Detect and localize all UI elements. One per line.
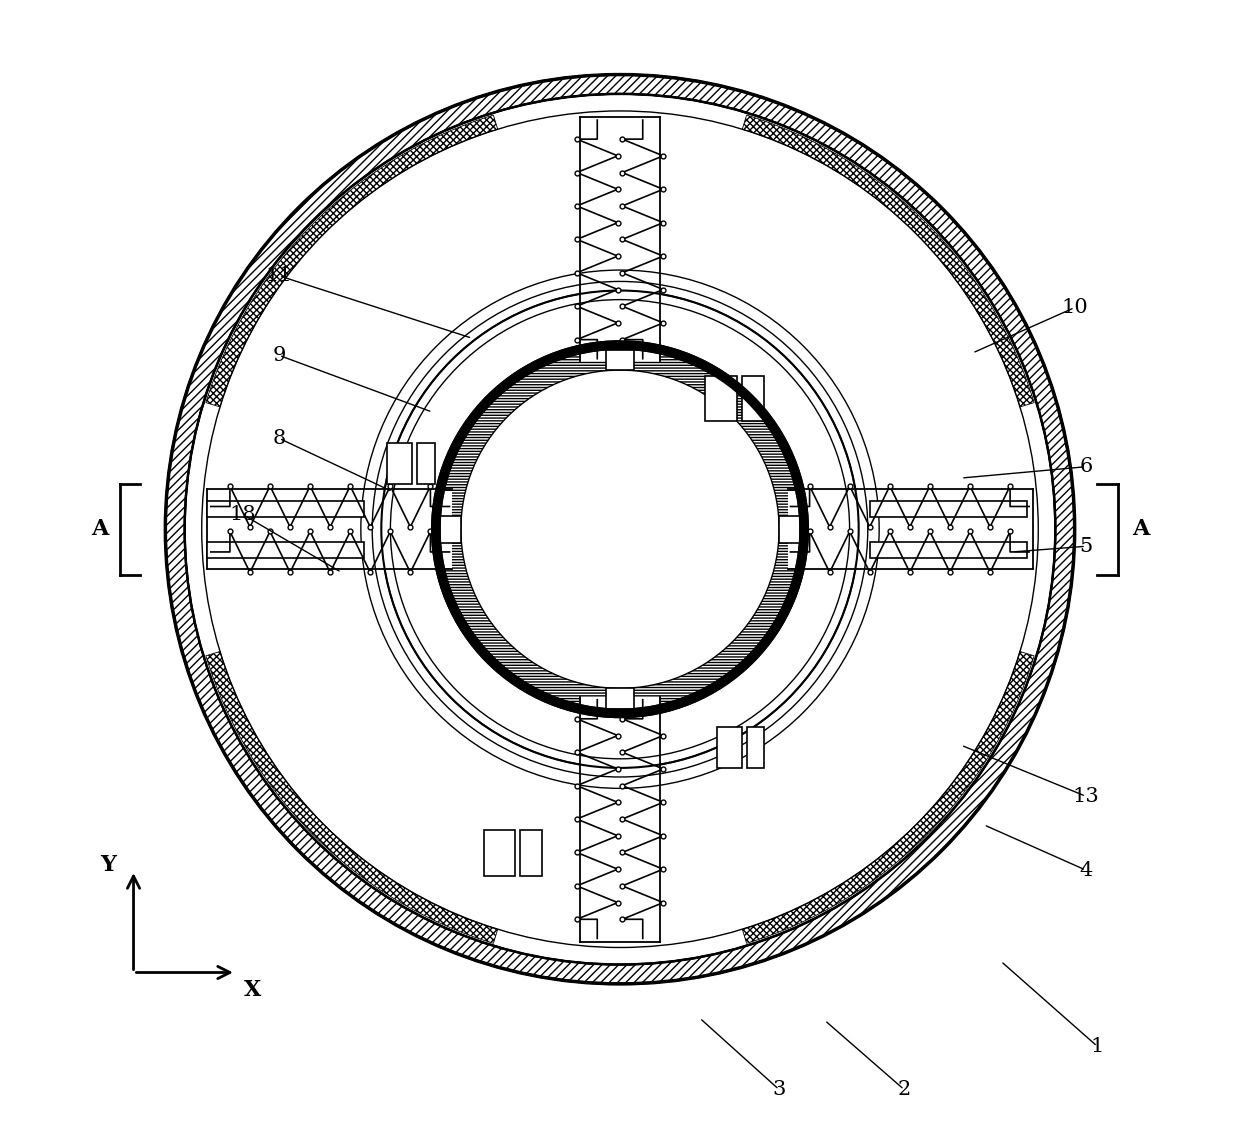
Bar: [706, 376, 737, 421]
Text: 10: 10: [1061, 298, 1087, 318]
Text: 6: 6: [1079, 457, 1092, 476]
Text: X: X: [244, 979, 262, 1000]
Bar: [606, 349, 634, 370]
Bar: [779, 516, 800, 543]
Text: A: A: [1132, 518, 1149, 541]
Bar: [742, 376, 764, 421]
Bar: [582, 698, 658, 942]
Bar: [520, 831, 542, 876]
Text: 18: 18: [229, 505, 255, 523]
Text: 4: 4: [1079, 860, 1092, 880]
Bar: [484, 831, 516, 876]
Bar: [207, 542, 365, 558]
Text: 1: 1: [1091, 1037, 1104, 1056]
Bar: [207, 490, 451, 568]
Wedge shape: [188, 562, 587, 960]
Bar: [717, 727, 742, 768]
Wedge shape: [743, 652, 1034, 943]
Text: 9: 9: [273, 346, 285, 365]
Wedge shape: [206, 652, 497, 943]
Bar: [870, 501, 1027, 517]
Bar: [207, 501, 365, 517]
Bar: [387, 443, 413, 484]
Text: 3: 3: [773, 1080, 786, 1099]
Wedge shape: [206, 115, 497, 407]
Text: A: A: [91, 518, 108, 541]
Bar: [746, 727, 764, 768]
Text: 2: 2: [898, 1080, 910, 1099]
Bar: [870, 542, 1027, 558]
Bar: [789, 490, 1033, 568]
Wedge shape: [743, 115, 1034, 407]
Text: 5: 5: [1079, 537, 1092, 555]
Text: 8: 8: [273, 429, 285, 447]
Bar: [417, 443, 434, 484]
Text: 13: 13: [1073, 786, 1100, 806]
Wedge shape: [436, 346, 804, 712]
Text: 11: 11: [265, 266, 293, 286]
Bar: [440, 516, 461, 543]
Wedge shape: [165, 75, 1075, 984]
Wedge shape: [653, 98, 1052, 496]
Wedge shape: [188, 98, 587, 496]
Wedge shape: [653, 562, 1052, 960]
Text: Y: Y: [100, 854, 117, 875]
Bar: [606, 688, 634, 709]
Circle shape: [461, 370, 779, 688]
Bar: [582, 116, 658, 361]
